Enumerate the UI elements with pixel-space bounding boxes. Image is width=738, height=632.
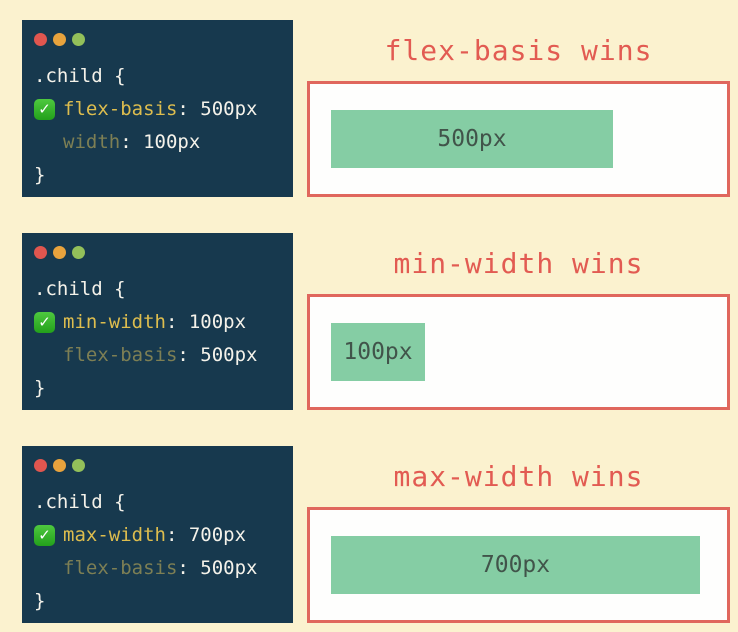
demo-column: min-width wins 100px <box>307 233 730 410</box>
winning-property-value: : 500px <box>177 98 258 120</box>
losing-property-value: : 100px <box>120 131 201 153</box>
code-line-losing-property: flex-basis: 500px <box>34 552 283 585</box>
code-block: .child { ✓ max-width: 700px flex-basis: … <box>34 486 283 618</box>
checkbox-checked-icon: ✓ <box>34 312 55 333</box>
traffic-light-red-icon <box>34 33 47 46</box>
checkbox-checked-icon: ✓ <box>34 99 55 120</box>
traffic-light-red-icon <box>34 246 47 259</box>
code-line-losing-property: flex-basis: 500px <box>34 339 283 372</box>
code-editor-panel: .child { ✓ min-width: 100px flex-basis: … <box>22 233 293 410</box>
flex-child-bar: 500px <box>331 110 613 168</box>
window-controls <box>34 246 283 259</box>
losing-property-name: width <box>63 131 121 153</box>
winning-property-value: : 100px <box>165 311 247 333</box>
code-line-losing-property: width: 100px <box>34 126 283 159</box>
code-line-winning-property: ✓ flex-basis: 500px <box>34 93 283 126</box>
losing-property-name: flex-basis <box>63 557 178 579</box>
code-line-winning-property: ✓ max-width: 700px <box>34 519 283 552</box>
traffic-light-green-icon <box>72 33 85 46</box>
losing-property-value: : 500px <box>177 557 258 579</box>
flex-child-bar: 100px <box>331 323 425 381</box>
window-controls <box>34 33 283 46</box>
example-title: flex-basis wins <box>384 34 653 67</box>
example-row-min-width: .child { ✓ min-width: 100px flex-basis: … <box>22 233 730 410</box>
flex-child-bar: 700px <box>331 536 700 594</box>
example-title: min-width wins <box>393 247 644 280</box>
losing-property-name: flex-basis <box>63 344 178 366</box>
winning-property-name: flex-basis <box>63 98 178 120</box>
traffic-light-yellow-icon <box>53 459 66 472</box>
flex-container-track: 700px <box>307 507 730 623</box>
winning-property-name: max-width <box>63 524 166 546</box>
code-line-closing-brace: } <box>34 377 46 399</box>
code-line-winning-property: ✓ min-width: 100px <box>34 306 283 339</box>
code-line-closing-brace: } <box>34 590 46 612</box>
demo-column: max-width wins 700px <box>307 446 730 623</box>
code-block: .child { ✓ min-width: 100px flex-basis: … <box>34 273 283 405</box>
code-editor-panel: .child { ✓ max-width: 700px flex-basis: … <box>22 446 293 623</box>
example-row-max-width: .child { ✓ max-width: 700px flex-basis: … <box>22 446 730 623</box>
code-line-selector: .child { <box>34 491 126 513</box>
code-line-closing-brace: } <box>34 164 46 186</box>
traffic-light-yellow-icon <box>53 246 66 259</box>
winning-property-value: : 700px <box>165 524 247 546</box>
traffic-light-yellow-icon <box>53 33 66 46</box>
code-line-selector: .child { <box>34 65 126 87</box>
traffic-light-red-icon <box>34 459 47 472</box>
example-row-flex-basis: .child { ✓ flex-basis: 500px width: 100p… <box>22 20 730 197</box>
demo-column: flex-basis wins 500px <box>307 20 730 197</box>
code-block: .child { ✓ flex-basis: 500px width: 100p… <box>34 60 283 192</box>
example-title: max-width wins <box>393 460 644 493</box>
traffic-light-green-icon <box>72 459 85 472</box>
traffic-light-green-icon <box>72 246 85 259</box>
code-editor-panel: .child { ✓ flex-basis: 500px width: 100p… <box>22 20 293 197</box>
flex-container-track: 100px <box>307 294 730 410</box>
checkbox-checked-icon: ✓ <box>34 525 55 546</box>
flex-container-track: 500px <box>307 81 730 197</box>
code-line-selector: .child { <box>34 278 126 300</box>
losing-property-value: : 500px <box>177 344 258 366</box>
winning-property-name: min-width <box>63 311 166 333</box>
window-controls <box>34 459 283 472</box>
